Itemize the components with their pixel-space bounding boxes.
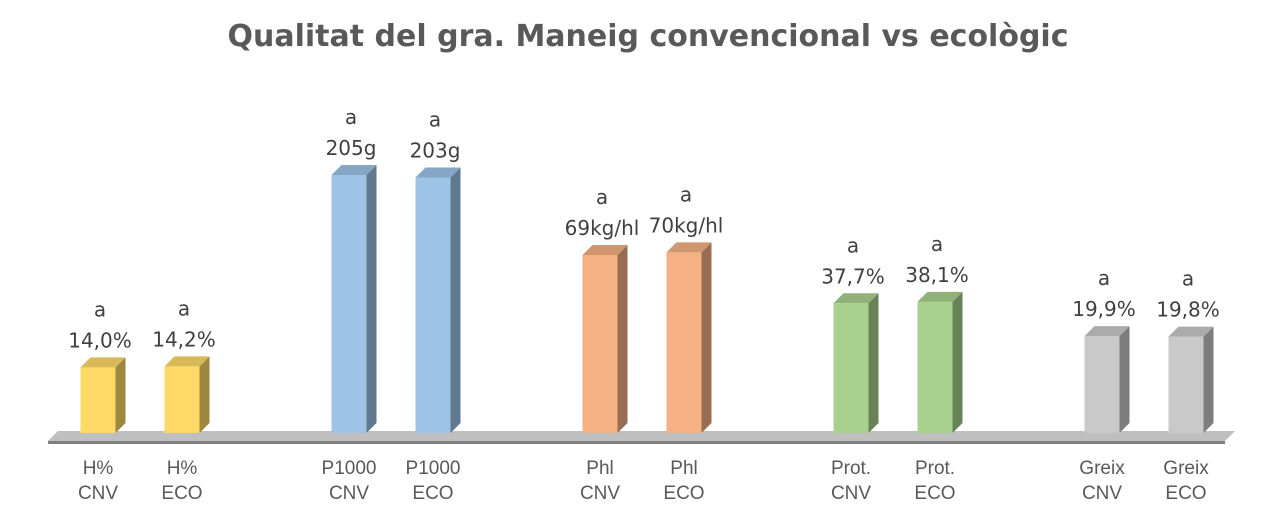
bar xyxy=(833,293,879,433)
floor-edge xyxy=(48,441,1225,444)
category-label-line: Phl xyxy=(586,458,613,479)
bar-top xyxy=(582,244,628,255)
bar-series xyxy=(80,165,1214,433)
category-label-line: Prot. xyxy=(915,458,955,479)
category-label-line: Prot. xyxy=(831,458,871,479)
bar-side xyxy=(1203,326,1214,433)
bar-top xyxy=(415,167,461,178)
value-label: 37,7% xyxy=(821,264,885,288)
significance-label: a xyxy=(178,296,190,320)
significance-label: a xyxy=(429,108,441,132)
category-label-line: Greix xyxy=(1163,458,1209,479)
bar-top xyxy=(1168,326,1214,337)
bar xyxy=(164,356,210,433)
bar xyxy=(80,357,126,433)
bar-side xyxy=(868,293,879,433)
significance-label: a xyxy=(345,105,357,129)
bar xyxy=(415,167,461,433)
category-label: H% CNV xyxy=(78,458,118,504)
bar-top xyxy=(80,357,126,368)
significance-label: a xyxy=(847,233,859,257)
significance-label: a xyxy=(94,297,106,321)
category-label-line: Phl xyxy=(670,458,697,479)
category-label-line: ECO xyxy=(1165,483,1206,504)
bar-top xyxy=(164,356,210,367)
category-label: Greix ECO xyxy=(1163,458,1209,504)
category-label: Prot. CNV xyxy=(831,458,871,504)
bar-side xyxy=(617,244,628,433)
bar-top xyxy=(833,293,879,304)
category-label: Greix CNV xyxy=(1079,458,1125,504)
value-label: 38,1% xyxy=(905,263,969,287)
chart-title: Qualitat del gra. Maneig convencional vs… xyxy=(228,19,1069,54)
bar-front xyxy=(1168,336,1204,433)
significance-label: a xyxy=(680,182,692,206)
category-label-line: CNV xyxy=(831,483,871,504)
value-label: 203g xyxy=(410,139,461,163)
significance-label: a xyxy=(931,232,943,256)
bar-side xyxy=(115,357,126,433)
bar-front xyxy=(1084,336,1120,433)
category-label-line: CNV xyxy=(78,483,118,504)
category-label-line: Greix xyxy=(1079,458,1125,479)
significance-label: a xyxy=(596,185,608,209)
bar-top xyxy=(917,291,963,302)
category-label-line: H% xyxy=(167,458,198,479)
bar xyxy=(1168,326,1214,433)
bar xyxy=(582,244,628,433)
category-label-line: P1000 xyxy=(322,458,377,479)
category-label-line: ECO xyxy=(663,483,704,504)
value-label: 205g xyxy=(326,136,377,160)
bar xyxy=(331,165,377,433)
bar-front xyxy=(833,303,869,433)
bar-side xyxy=(701,242,712,433)
category-label-line: CNV xyxy=(580,483,620,504)
category-label: P1000 CNV xyxy=(322,458,377,504)
bar-side xyxy=(450,167,461,433)
bar-side xyxy=(366,165,377,433)
category-label: P1000 ECO xyxy=(406,458,461,504)
category-label-line: CNV xyxy=(329,483,369,504)
category-label-line: ECO xyxy=(914,483,955,504)
bar-top xyxy=(331,165,377,175)
bar-front xyxy=(582,254,618,433)
bar-front xyxy=(80,367,116,433)
bar-front xyxy=(917,301,953,433)
bar-front xyxy=(164,366,200,433)
floor-top xyxy=(48,431,1235,441)
value-label: 69kg/hl xyxy=(565,216,640,240)
category-label-line: CNV xyxy=(1082,483,1122,504)
value-label: 19,8% xyxy=(1156,298,1220,322)
bar-side xyxy=(952,291,963,433)
bar-front xyxy=(331,175,367,433)
category-label: Phl ECO xyxy=(663,458,704,504)
chart-floor xyxy=(48,431,1235,444)
category-label: H% ECO xyxy=(161,458,202,504)
value-label: 19,9% xyxy=(1072,297,1136,321)
category-label: Phl CNV xyxy=(580,458,620,504)
bar-front xyxy=(666,252,702,433)
category-label-line: P1000 xyxy=(406,458,461,479)
value-label: 14,0% xyxy=(68,328,132,352)
significance-label: a xyxy=(1098,266,1110,290)
category-label-line: ECO xyxy=(161,483,202,504)
category-label-line: ECO xyxy=(412,483,453,504)
value-label: 70kg/hl xyxy=(649,213,724,237)
bar-front xyxy=(415,177,451,433)
bar-side xyxy=(1119,326,1130,433)
bar xyxy=(666,242,712,433)
bar-top xyxy=(666,242,712,253)
significance-label: a xyxy=(1182,267,1194,291)
bar-side xyxy=(199,356,210,433)
bar xyxy=(917,291,963,433)
bar-top xyxy=(1084,326,1130,337)
category-label: Prot. ECO xyxy=(914,458,955,504)
category-label-line: H% xyxy=(83,458,114,479)
bar xyxy=(1084,326,1130,433)
value-label: 14,2% xyxy=(152,327,216,351)
data-labels: a 14,0% a 14,2% a 205g a 203g a 69kg/hl a 70kg/hl a 3… xyxy=(68,105,1220,352)
